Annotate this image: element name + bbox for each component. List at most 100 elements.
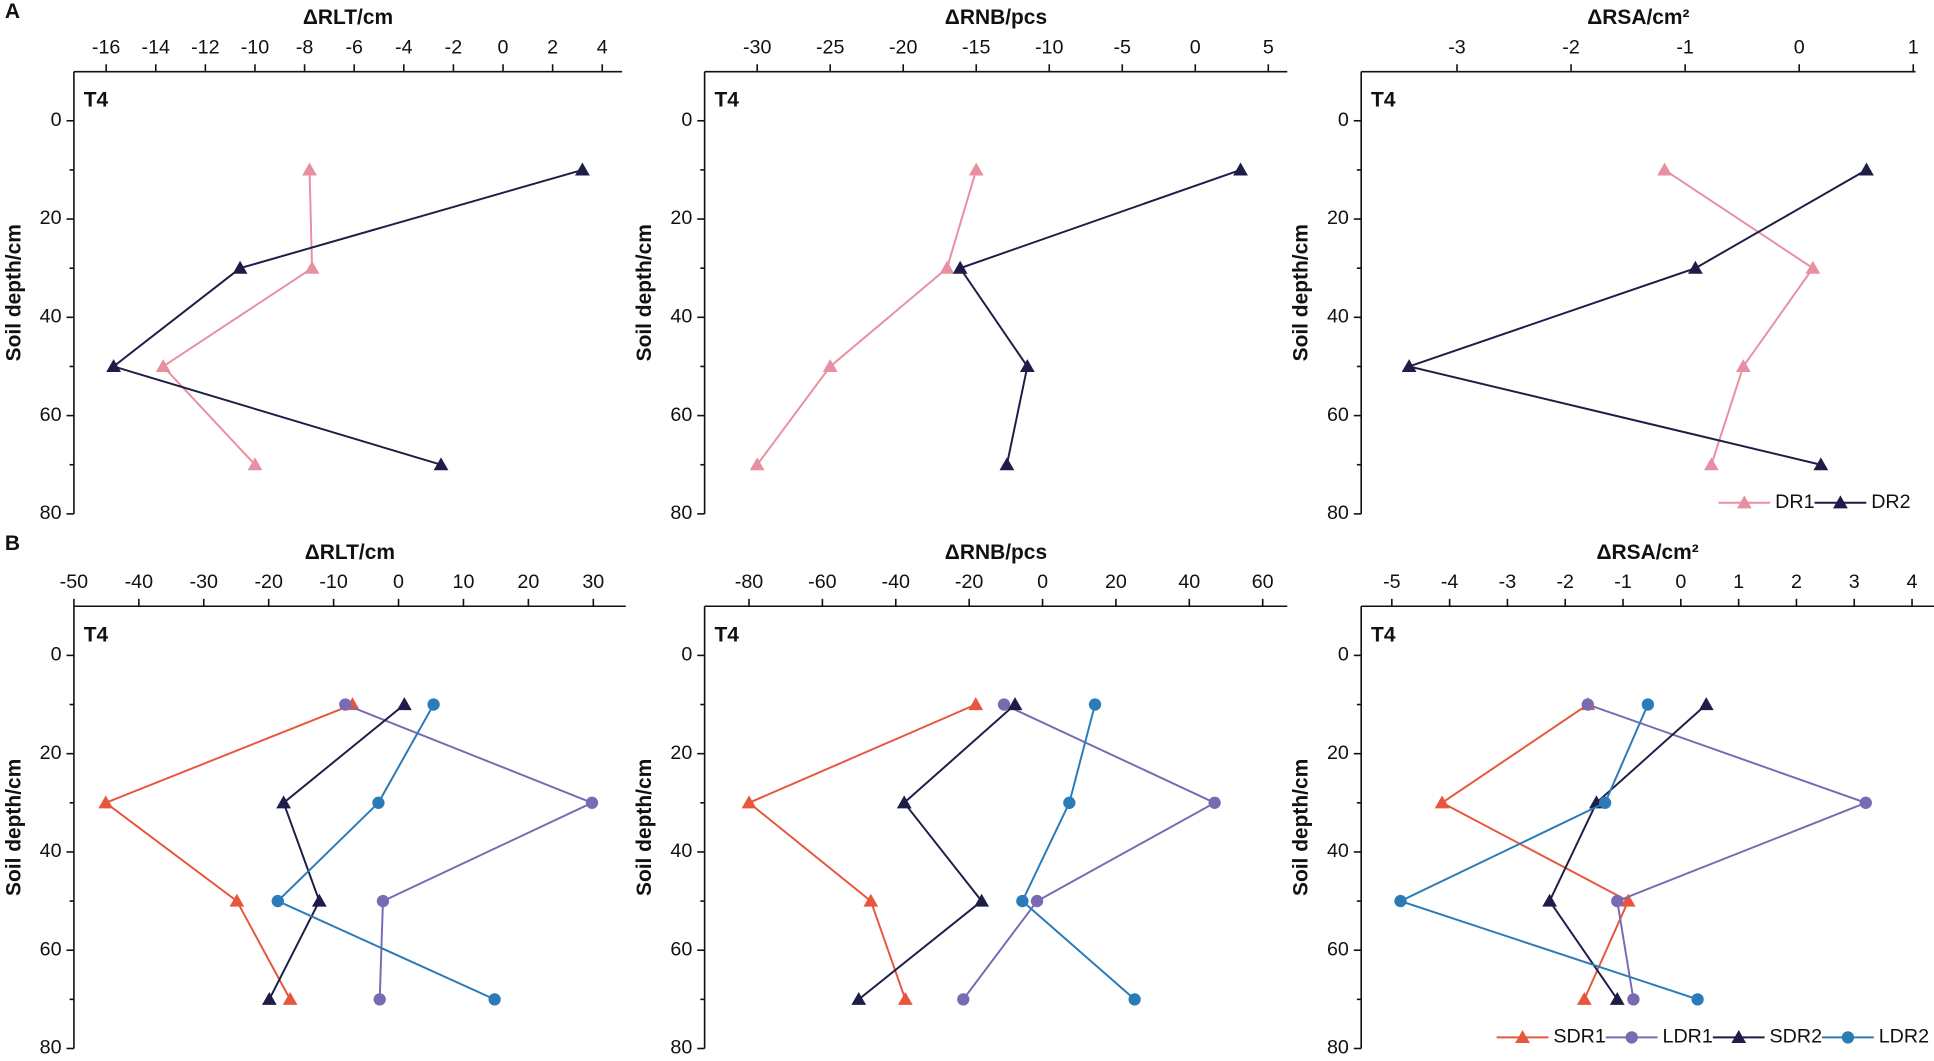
legend-label: SDR2 [1770, 1026, 1823, 1048]
marker [1434, 795, 1450, 809]
y-tick-label: 80 [670, 502, 692, 524]
marker [106, 359, 121, 373]
series-line [1548, 703, 1707, 1000]
marker [1620, 893, 1636, 907]
legend-marker [1841, 1031, 1855, 1044]
marker [1576, 991, 1592, 1005]
marker [1805, 260, 1821, 274]
x-tick-label: -6 [345, 36, 363, 58]
marker [1691, 993, 1704, 1006]
series-line [747, 703, 977, 1000]
marker [1063, 796, 1076, 809]
marker [1128, 993, 1141, 1006]
marker [376, 894, 390, 908]
y-axis-label: Soil depth/cm [2, 759, 25, 896]
marker [1859, 796, 1872, 809]
marker [1007, 697, 1023, 711]
legend-label: DR2 [1871, 491, 1910, 513]
annotation: T4 [84, 623, 109, 646]
x-tick-label: 20 [1105, 571, 1127, 593]
x-tick-label: -2 [445, 36, 463, 58]
marker [1641, 698, 1655, 711]
x-tick-label: -5 [1383, 571, 1401, 593]
marker [896, 795, 912, 809]
y-tick-label: 0 [51, 109, 62, 131]
panel-label: B [5, 532, 20, 555]
x-tick-label: -12 [191, 36, 219, 58]
y-tick-label: 0 [681, 109, 692, 131]
marker [1598, 796, 1612, 809]
y-tick-label: 60 [1327, 404, 1349, 426]
series-line [1587, 703, 1869, 1000]
marker [1542, 893, 1558, 907]
series-line [103, 703, 353, 1000]
marker [304, 260, 320, 274]
x-tick-label: 2 [547, 36, 558, 58]
x-tick-label: -20 [955, 571, 984, 593]
marker [1611, 894, 1624, 908]
annotation: T4 [714, 89, 739, 112]
x-tick-label: -16 [92, 36, 121, 58]
y-tick-label: 40 [1327, 840, 1349, 862]
legend-label: LDR2 [1879, 1026, 1929, 1048]
legend-label: LDR1 [1663, 1026, 1713, 1048]
marker [247, 457, 263, 471]
x-tick-label: 30 [582, 571, 604, 593]
legend-marker [1515, 1030, 1530, 1043]
x-tick-label: -30 [190, 571, 219, 593]
x-tick-label: -40 [125, 571, 154, 593]
x-tick-label: 4 [1907, 571, 1918, 593]
marker [585, 796, 599, 809]
y-tick-label: 20 [670, 207, 692, 229]
marker [276, 795, 292, 809]
annotation: T4 [714, 623, 739, 646]
marker [1088, 698, 1102, 711]
annotation: T4 [84, 89, 109, 112]
x-tick-label: 10 [453, 571, 475, 593]
y-axis-label: Soil depth/cm [633, 224, 656, 361]
marker [1703, 457, 1719, 471]
marker [396, 697, 412, 711]
x-tick-label: 0 [1190, 36, 1201, 58]
x-tick-label: -10 [241, 36, 270, 58]
marker [749, 457, 765, 471]
marker [863, 893, 879, 907]
marker [339, 698, 352, 711]
x-tick-label: 1 [1908, 36, 1919, 58]
marker [1208, 796, 1221, 809]
x-tick-label: -50 [60, 571, 89, 593]
panel-label: A [5, 0, 20, 23]
chart-title: ΔRNB/pcs [945, 541, 1047, 564]
y-tick-label: 20 [40, 207, 62, 229]
x-tick-label: -3 [1448, 36, 1466, 58]
marker [952, 260, 968, 274]
marker [957, 993, 970, 1006]
chart-title: ΔRNB/pcs [945, 6, 1047, 29]
x-tick-label: -10 [1035, 36, 1064, 58]
marker [851, 991, 867, 1005]
marker [271, 894, 284, 908]
y-tick-label: 0 [681, 644, 692, 666]
legend-marker [1625, 1031, 1638, 1044]
annotation: T4 [1371, 623, 1396, 646]
x-tick-label: -20 [254, 571, 283, 593]
x-tick-label: -4 [1441, 571, 1459, 593]
x-tick-label: 4 [597, 36, 608, 58]
series-line [161, 169, 314, 466]
series-line [1440, 703, 1630, 1000]
x-tick-label: 1 [1733, 571, 1744, 593]
marker [302, 162, 317, 176]
marker [372, 796, 385, 809]
legend-label: SDR1 [1553, 1026, 1606, 1048]
series-line [268, 703, 406, 1000]
x-tick-label: -4 [395, 36, 413, 58]
marker [1019, 359, 1035, 373]
series-line [111, 168, 583, 466]
legend-label: DR1 [1775, 491, 1814, 513]
series-line [1405, 169, 1867, 466]
y-tick-label: 60 [40, 938, 62, 960]
marker [968, 697, 984, 711]
marker [1581, 698, 1594, 711]
x-tick-label: -8 [296, 36, 314, 58]
